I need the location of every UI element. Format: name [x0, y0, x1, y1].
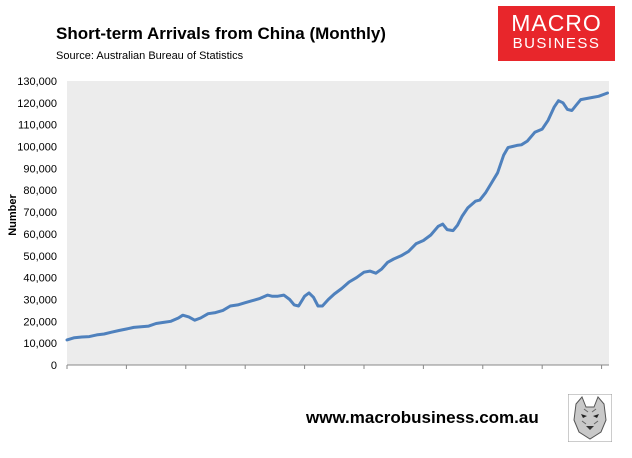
y-tick-label: 10,000	[23, 338, 57, 350]
y-tick-label: 0	[51, 360, 57, 372]
y-tick-label: 60,000	[23, 229, 57, 241]
y-tick-label: 100,000	[17, 142, 57, 154]
y-tick-label: 40,000	[23, 273, 57, 285]
wolf-mascot-icon	[568, 394, 612, 442]
y-tick-label: 120,000	[17, 98, 57, 110]
line-chart: 0 10,000 20,000 30,000 40,000 50,000 60,000 70,…	[7, 76, 609, 372]
y-tick-label: 30,000	[23, 294, 57, 306]
chart-title: Short-term Arrivals from China (Monthly)	[56, 24, 386, 43]
series-line	[65, 91, 609, 342]
plot-area	[67, 81, 609, 365]
chart-source: Source: Australian Bureau of Statistics	[56, 50, 244, 62]
y-tick-label: 90,000	[23, 163, 57, 175]
y-tick-label: 50,000	[23, 251, 57, 263]
y-tick-label: 20,000	[23, 316, 57, 328]
y-tick-label: 70,000	[23, 207, 57, 219]
macrobusiness-logo: MACRO BUSINESS	[498, 6, 615, 61]
y-axis-title: Number	[7, 194, 19, 236]
logo-text-macro: MACRO	[511, 10, 602, 36]
y-tick-label: 110,000	[18, 120, 57, 132]
y-tick-label: 130,000	[17, 76, 57, 88]
logo-text-business: BUSINESS	[512, 35, 601, 52]
website-url: www.macrobusiness.com.au	[306, 408, 539, 427]
y-tick-label: 80,000	[23, 185, 57, 197]
